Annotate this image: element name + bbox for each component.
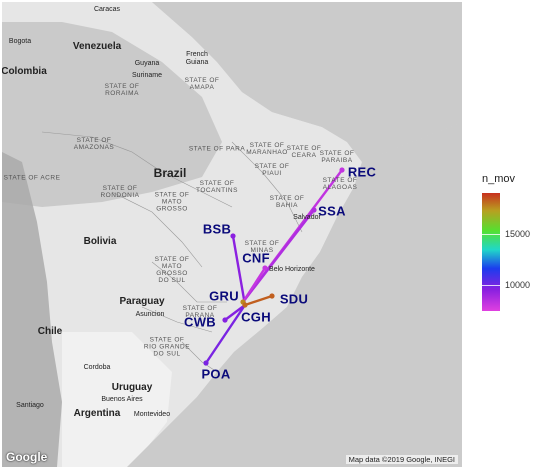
map-place-label: Brazil [153,166,187,180]
legend-tick-label: 10000 [505,280,531,291]
map-place-label: Venezuela [72,41,122,52]
map-place-label: Cordoba [83,364,111,371]
map-place-label: STATE OF ACRE [3,174,61,182]
southern-terrain [62,332,172,467]
map-place-label: STATE OF RONDONIA [100,185,140,199]
route-line-cgh-poa [204,303,247,365]
route-line-cgh-bsb [231,234,247,307]
route-line-cgh-cwb [223,303,247,322]
map-place-label: Salvador [293,214,321,221]
airport-point-ssa [311,207,317,213]
map-credit[interactable]: Map data ©2019 Google, INEGI [345,455,458,464]
map-place-label: STATE OF RIO GRANDE DO SUL [143,336,191,358]
airport-point-sdu [269,293,275,299]
andes-terrain [2,152,62,467]
map-place-label: STATE OF PARANA [182,305,218,319]
legend-colorbar [482,193,500,311]
map-place-label: Santiago [16,402,44,409]
map-place-label: Paraguay [119,296,165,307]
map-panel[interactable]: Caracas Venezuela Bogota Colombia Guyana Suri… [2,2,462,467]
map-place-label: Montevideo [133,411,171,418]
google-logo: Google [6,450,48,464]
airport-label-ssa: SSA [318,203,346,219]
airport-label-sdu: SDU [279,291,309,307]
map-place-label: Colombia [2,66,47,77]
airport-label-cnf: CNF [242,250,270,266]
map-place-label: STATE OF RORAIMA [104,83,140,97]
airport-point-cwb [222,317,228,323]
map-place-label: STATE OF TOCANTINS [196,180,238,194]
map-place-label: STATE OF PARA [188,145,246,153]
map-place-label: STATE OF AMAPA [184,77,220,91]
legend: n_mov 15000 10000 [478,173,540,333]
airport-label-rec: REC [347,164,377,180]
map-place-label: Buenos Aires [101,396,143,403]
airport-label-poa: POA [201,366,231,382]
map-place-label: Argentina [73,408,121,419]
airport-label-bsb: BSB [202,221,232,237]
map-place-label: STATE OF MARANHAO [246,142,288,156]
map-place-label: STATE OF MATO GROSSO DO SUL [154,256,190,284]
legend-tick-label: 15000 [505,229,531,240]
airport-point-poa [203,360,209,366]
map-place-label: STATE OF BAHIA [269,195,305,209]
map-place-label: Caracas [93,6,121,13]
map-place-label: Guyana [134,60,160,67]
map-place-label: French Guiana [185,51,209,66]
map-place-label: Bogota [8,38,32,45]
map-place-label: STATE OF PIAUI [254,163,290,177]
airport-point-cnf [262,265,268,271]
northern-terrain [2,22,222,207]
airport-label-gru: GRU [209,288,239,304]
map-place-label: STATE OF CEARA [286,145,322,159]
map-place-label: Belo Horizonte [269,266,315,273]
map-place-label: STATE OF MATO GROSSO [154,191,190,213]
map-place-label: STATE OF ALAGOAS [322,177,358,191]
airport-label-cwb: CWB [184,314,216,330]
airport-label-cgh: CGH [241,309,271,325]
legend-tick-mark [482,285,500,287]
atlantic-ocean [127,122,462,467]
map-place-label: Uruguay [111,382,153,393]
map-background [2,2,462,467]
legend-title: n_mov [482,173,516,185]
airport-point-bsb [230,233,236,239]
map-place-label: Asuncion [135,311,165,318]
map-place-label: Suriname [132,72,162,79]
airport-point-cgh [242,302,248,308]
map-place-label: STATE OF AMAZONAS [73,137,115,151]
north-atlantic [152,2,462,162]
map-place-label: Bolivia [83,236,117,247]
map-place-label: Chile [37,326,63,337]
route-line-gru-cnf [241,266,267,304]
map-place-label: STATE OF MINAS [244,240,280,254]
route-line-gru-ssa [241,208,316,304]
route-layer [204,168,344,365]
airport-dot-layer [203,167,345,366]
map-place-label: STATE OF PARAIBA [319,150,355,164]
airport-point-rec [339,167,345,173]
legend-tick-mark [482,234,500,236]
route-line-cgh-sdu [243,294,274,307]
